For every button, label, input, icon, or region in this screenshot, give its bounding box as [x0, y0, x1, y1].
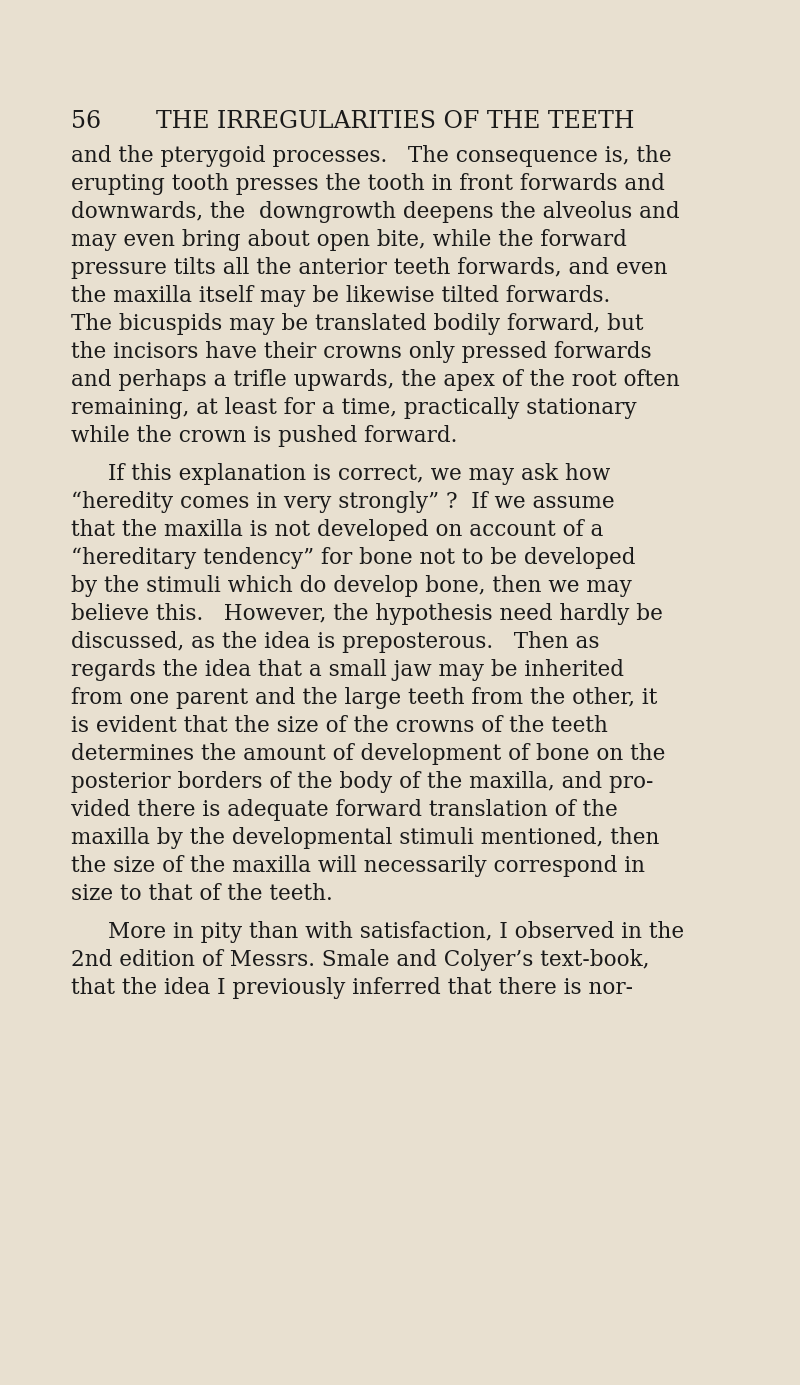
- Text: that the maxilla is not developed on account of a: that the maxilla is not developed on acc…: [70, 519, 603, 542]
- Text: pressure tilts all the anterior teeth forwards, and even: pressure tilts all the anterior teeth fo…: [70, 258, 667, 278]
- Text: is evident that the size of the crowns of the teeth: is evident that the size of the crowns o…: [70, 715, 607, 737]
- Text: “heredity comes in very strongly” ?  If we assume: “heredity comes in very strongly” ? If w…: [70, 492, 614, 512]
- Text: may even bring about open bite, while the forward: may even bring about open bite, while th…: [70, 229, 626, 251]
- Text: 56: 56: [70, 109, 101, 133]
- Text: that the idea I previously inferred that there is nor-: that the idea I previously inferred that…: [70, 976, 633, 999]
- Text: while the crown is pushed forward.: while the crown is pushed forward.: [70, 425, 457, 447]
- Text: regards the idea that a small jaw may be inherited: regards the idea that a small jaw may be…: [70, 659, 624, 681]
- Text: More in pity than with satisfaction, I observed in the: More in pity than with satisfaction, I o…: [108, 921, 684, 943]
- Text: If this explanation is correct, we may ask how: If this explanation is correct, we may a…: [108, 463, 610, 485]
- Text: the size of the maxilla will necessarily correspond in: the size of the maxilla will necessarily…: [70, 855, 645, 877]
- Text: the maxilla itself may be likewise tilted forwards.: the maxilla itself may be likewise tilte…: [70, 285, 610, 307]
- Text: remaining, at least for a time, practically stationary: remaining, at least for a time, practica…: [70, 397, 636, 420]
- Text: erupting tooth presses the tooth in front forwards and: erupting tooth presses the tooth in fron…: [70, 173, 665, 195]
- Text: “hereditary tendency” for bone not to be developed: “hereditary tendency” for bone not to be…: [70, 547, 635, 569]
- Text: from one parent and the large teeth from the other, it: from one parent and the large teeth from…: [70, 687, 657, 709]
- Text: posterior borders of the body of the maxilla, and pro-: posterior borders of the body of the max…: [70, 771, 653, 794]
- Text: determines the amount of development of bone on the: determines the amount of development of …: [70, 742, 665, 765]
- Text: the incisors have their crowns only pressed forwards: the incisors have their crowns only pres…: [70, 341, 651, 363]
- Text: by the stimuli which do develop bone, then we may: by the stimuli which do develop bone, th…: [70, 575, 631, 597]
- Text: The bicuspids may be translated bodily forward, but: The bicuspids may be translated bodily f…: [70, 313, 643, 335]
- Text: believe this.   However, the hypothesis need hardly be: believe this. However, the hypothesis ne…: [70, 602, 662, 625]
- Text: maxilla by the developmental stimuli mentioned, then: maxilla by the developmental stimuli men…: [70, 827, 659, 849]
- Text: downwards, the  downgrowth deepens the alveolus and: downwards, the downgrowth deepens the al…: [70, 201, 679, 223]
- Text: and perhaps a trifle upwards, the apex of the root often: and perhaps a trifle upwards, the apex o…: [70, 368, 679, 391]
- Text: and the pterygoid processes.   The consequence is, the: and the pterygoid processes. The consequ…: [70, 145, 671, 168]
- Text: discussed, as the idea is preposterous.   Then as: discussed, as the idea is preposterous. …: [70, 632, 599, 652]
- Text: vided there is adequate forward translation of the: vided there is adequate forward translat…: [70, 799, 618, 821]
- Text: 2nd edition of Messrs. Smale and Colyer’s text-book,: 2nd edition of Messrs. Smale and Colyer’…: [70, 949, 649, 971]
- Text: THE IRREGULARITIES OF THE TEETH: THE IRREGULARITIES OF THE TEETH: [156, 109, 634, 133]
- Text: size to that of the teeth.: size to that of the teeth.: [70, 884, 332, 904]
